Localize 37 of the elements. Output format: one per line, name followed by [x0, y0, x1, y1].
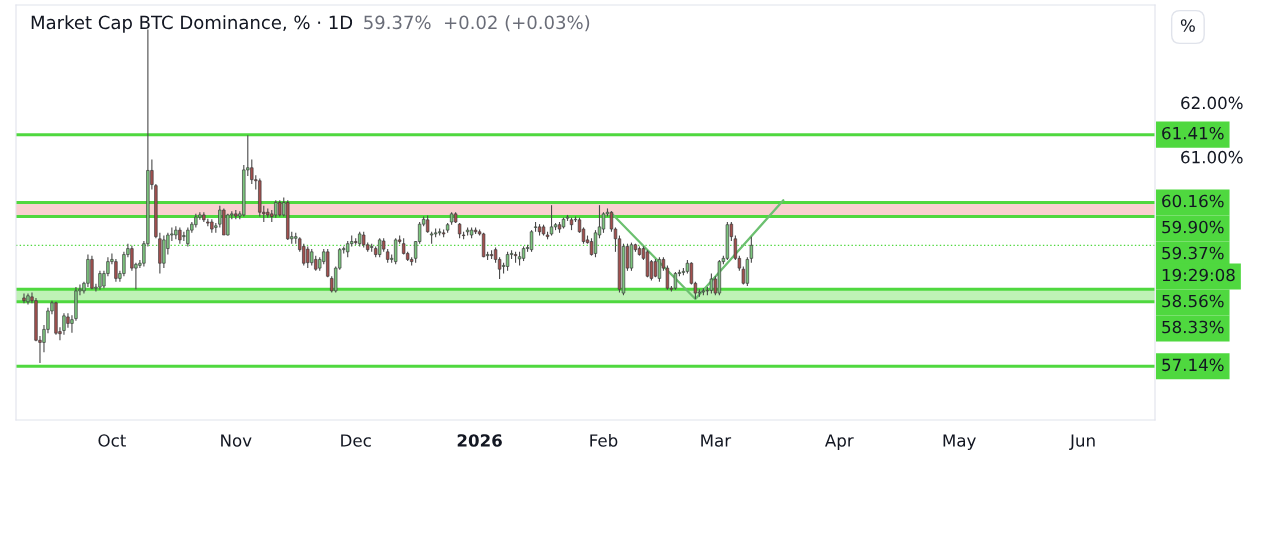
x-tick-label: Dec	[341, 434, 371, 447]
text: 19:29:08	[1162, 268, 1235, 282]
ref-line-label: 59.37%	[1162, 246, 1224, 260]
candlestick	[98, 270, 102, 291]
candlestick	[162, 235, 166, 269]
text: Market Cap BTC Dominance, % · 1D	[31, 15, 353, 33]
candlestick	[378, 237, 382, 258]
candlestick	[593, 229, 598, 258]
candlestick	[601, 211, 606, 234]
x-tick-label: May	[943, 434, 976, 451]
candlestick	[250, 159, 254, 185]
x-tick-label: Nov	[221, 434, 252, 447]
x-tick-label: Jun	[1069, 434, 1095, 450]
candlestick	[186, 226, 190, 247]
y-tick-label: 61.00%	[1181, 150, 1243, 164]
candlestick	[505, 251, 510, 272]
ref-line-label: 61.41%	[1162, 126, 1224, 140]
legend-label: 58.33%	[1162, 320, 1224, 334]
candlestick	[549, 204, 554, 237]
candlestick	[394, 237, 398, 265]
text: %	[1180, 19, 1195, 32]
candlestick	[709, 272, 714, 295]
x-tick-label: Feb	[590, 433, 618, 447]
candlestick	[22, 293, 26, 304]
candlestick	[182, 231, 186, 242]
candlestick	[62, 312, 66, 336]
x-tick-label: 2026	[457, 434, 502, 447]
x-tick-label: Oct	[98, 434, 126, 447]
x-tick-label: Apr	[824, 434, 854, 451]
text: 59.37% +0.02 (+0.03%)	[364, 15, 590, 32]
x-tick-label: Mar	[701, 434, 732, 447]
ref-line-label: 58.56%	[1162, 294, 1224, 308]
y-tick-label: 62.00%	[1181, 96, 1243, 110]
candlestick	[306, 245, 310, 269]
ref-line-label: 60.16%	[1162, 194, 1224, 208]
ref-line-label: 57.14%	[1162, 358, 1224, 372]
ref-line-label: 59.90%	[1162, 220, 1224, 234]
